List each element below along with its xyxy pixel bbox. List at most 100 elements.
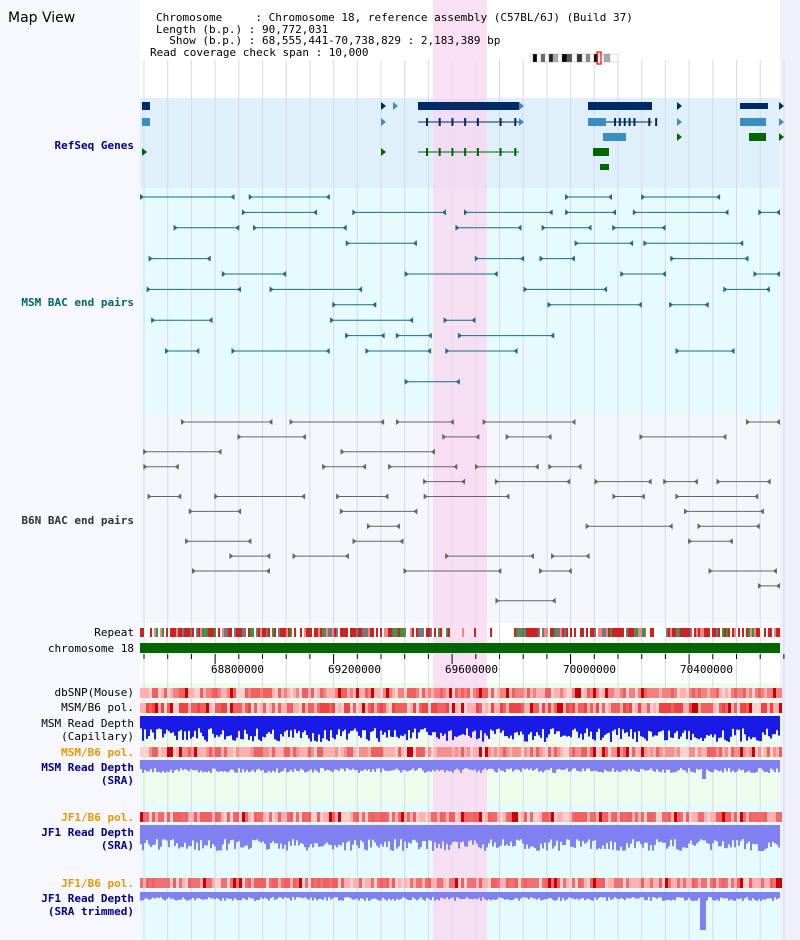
pol-cell — [224, 747, 227, 757]
track-label-msm-bac[interactable]: MSM BAC end pairs — [21, 296, 134, 309]
pol-cell — [539, 812, 542, 822]
pol-cell — [359, 812, 362, 822]
depth-bar — [286, 825, 288, 851]
repeat-element — [390, 628, 392, 637]
pol-cell — [194, 747, 197, 757]
depth-bar — [372, 825, 374, 840]
pol-cell — [428, 812, 431, 822]
depth-bar — [518, 825, 520, 841]
pol-cell — [575, 812, 578, 822]
pol-cell — [326, 688, 329, 698]
position-axis — [143, 654, 785, 664]
pol-cell — [686, 812, 689, 822]
repeat-element — [698, 628, 700, 637]
depth-bar — [234, 892, 236, 899]
pol-cell — [500, 747, 503, 757]
pol-cell — [515, 688, 518, 698]
depth-bar — [674, 892, 676, 901]
depth-bar — [338, 825, 340, 845]
depth-bar — [150, 716, 152, 730]
pol-cell — [305, 688, 308, 698]
pol-cell — [590, 878, 593, 888]
depth-bar — [718, 760, 720, 772]
depth-bar — [682, 825, 684, 848]
pol-cell — [272, 688, 275, 698]
track-label-dbsnp[interactable]: dbSNP(Mouse) — [54, 686, 134, 699]
pol-cell — [374, 688, 377, 698]
repeat-element — [702, 628, 704, 637]
depth-bar — [312, 825, 314, 848]
depth-bar — [262, 892, 264, 899]
repeat-element — [546, 628, 548, 637]
pol-cell — [554, 703, 557, 713]
depth-bar — [360, 760, 362, 771]
pol-cell — [521, 703, 524, 713]
depth-bar — [154, 825, 156, 845]
pol-cell — [311, 703, 314, 713]
pol-cell — [383, 878, 386, 888]
depth-bar — [346, 716, 348, 740]
pol-cell — [203, 878, 206, 888]
repeat-element — [516, 628, 518, 637]
depth-bar — [374, 716, 376, 729]
depth-bar — [462, 892, 464, 899]
bac-end-marker — [607, 194, 612, 200]
depth-bar — [428, 825, 430, 841]
pol-cell — [779, 703, 782, 713]
depth-bar — [658, 760, 660, 772]
pol-cell — [230, 747, 233, 757]
depth-bar — [698, 716, 700, 740]
pol-cell — [173, 812, 176, 822]
track-label-msm-b6-pol[interactable]: MSM/B6 pol. — [61, 701, 134, 714]
depth-bar — [776, 716, 778, 731]
track-label-jf1-depth-trim[interactable]: JF1 Read Depth (SRA trimmed) — [41, 892, 134, 918]
depth-bar — [490, 716, 492, 730]
pol-cell — [773, 878, 776, 888]
pol-cell — [224, 878, 227, 888]
depth-bar — [168, 825, 170, 848]
depth-bar — [544, 825, 546, 843]
repeat-element — [408, 628, 410, 637]
track-label-refseq[interactable]: RefSeq Genes — [54, 139, 134, 152]
track-label-msm-b6-pol-sra[interactable]: MSM/B6 pol. — [61, 746, 134, 759]
track-label-msm-depth-sra[interactable]: MSM Read Depth (SRA) — [41, 761, 134, 787]
depth-bar — [400, 892, 402, 900]
pol-cell — [617, 703, 620, 713]
depth-bar — [488, 825, 490, 844]
pol-cell — [578, 703, 581, 713]
depth-bar — [182, 716, 184, 740]
pol-cell — [422, 812, 425, 822]
pol-cell — [404, 878, 407, 888]
pol-cell — [704, 747, 707, 757]
pol-cell — [290, 688, 293, 698]
track-label-b6n-bac[interactable]: B6N BAC end pairs — [21, 514, 134, 527]
depth-bar — [388, 760, 390, 771]
depth-bar — [658, 892, 660, 898]
pol-cell — [587, 703, 590, 713]
pol-cell — [449, 703, 452, 713]
pol-cell — [620, 688, 623, 698]
depth-bar — [400, 760, 402, 773]
track-label-jf1-depth[interactable]: JF1 Read Depth (SRA) — [41, 826, 134, 852]
depth-bar — [706, 892, 708, 901]
pol-cell — [332, 878, 335, 888]
repeat-element — [666, 628, 668, 637]
repeat-element — [420, 628, 422, 637]
track-label-msm-depth-capillary[interactable]: MSM Read Depth (Capillary) — [41, 717, 134, 743]
track-label-jf1-b6-pol[interactable]: JF1/B6 pol. — [61, 811, 134, 824]
depth-bar — [302, 716, 304, 733]
depth-bar — [348, 892, 350, 898]
pol-cell — [383, 703, 386, 713]
pol-cell — [515, 703, 518, 713]
depth-bar — [424, 825, 426, 842]
pol-cell — [626, 747, 629, 757]
track-label-jf1-b6-pol-trim[interactable]: JF1/B6 pol. — [61, 877, 134, 890]
pol-cell — [560, 703, 563, 713]
depth-bar — [682, 716, 684, 733]
depth-bar — [302, 760, 304, 770]
pol-cell — [299, 703, 302, 713]
pol-cell — [293, 812, 296, 822]
depth-bar — [678, 716, 680, 740]
depth-bar — [312, 760, 314, 773]
